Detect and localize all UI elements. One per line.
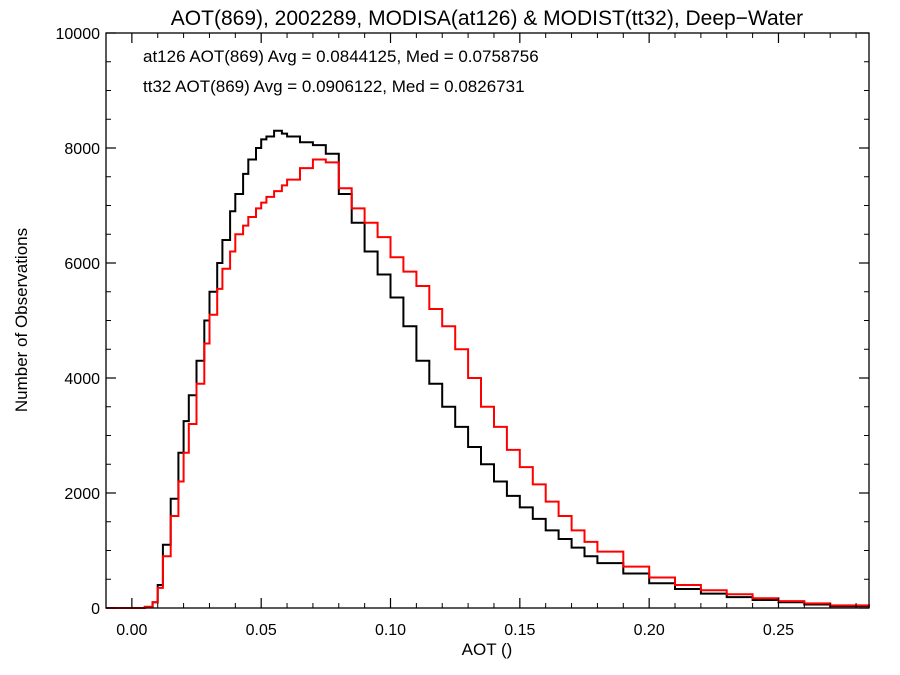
x-tick-label: 0.15 bbox=[504, 622, 535, 639]
series-line-0 bbox=[106, 129, 870, 609]
y-tick-label: 0 bbox=[91, 601, 100, 618]
x-tick-label: 0.25 bbox=[763, 622, 794, 639]
x-tick-label: 0.00 bbox=[116, 622, 147, 639]
y-axis-label: Number of Observations bbox=[12, 228, 31, 412]
y-axis: 0 2000 4000 6000 8000 10000 bbox=[56, 26, 869, 618]
x-tick-label: 0.10 bbox=[375, 622, 406, 639]
y-tick-label: 6000 bbox=[64, 256, 100, 273]
annotation-at126: at126 AOT(869) Avg = 0.0844125, Med = 0.… bbox=[143, 47, 539, 66]
x-tick-label: 0.05 bbox=[246, 622, 277, 639]
y-tick-label: 4000 bbox=[64, 371, 100, 388]
y-tick-label: 8000 bbox=[64, 141, 100, 158]
series-line-1 bbox=[106, 158, 870, 609]
x-axis-label: AOT () bbox=[462, 640, 513, 659]
plot-frame bbox=[105, 32, 870, 609]
x-axis: 0.00 0.05 0.10 0.15 0.20 0.25 bbox=[105, 33, 857, 639]
chart-title: AOT(869), 2002289, MODISA(at126) & MODIS… bbox=[171, 7, 803, 30]
y-tick-label: 2000 bbox=[64, 486, 100, 503]
y-tick-label: 10000 bbox=[56, 26, 101, 43]
annotation-tt32: tt32 AOT(869) Avg = 0.0906122, Med = 0.0… bbox=[143, 77, 525, 96]
x-tick-label: 0.20 bbox=[634, 622, 665, 639]
plot-area bbox=[106, 129, 870, 609]
